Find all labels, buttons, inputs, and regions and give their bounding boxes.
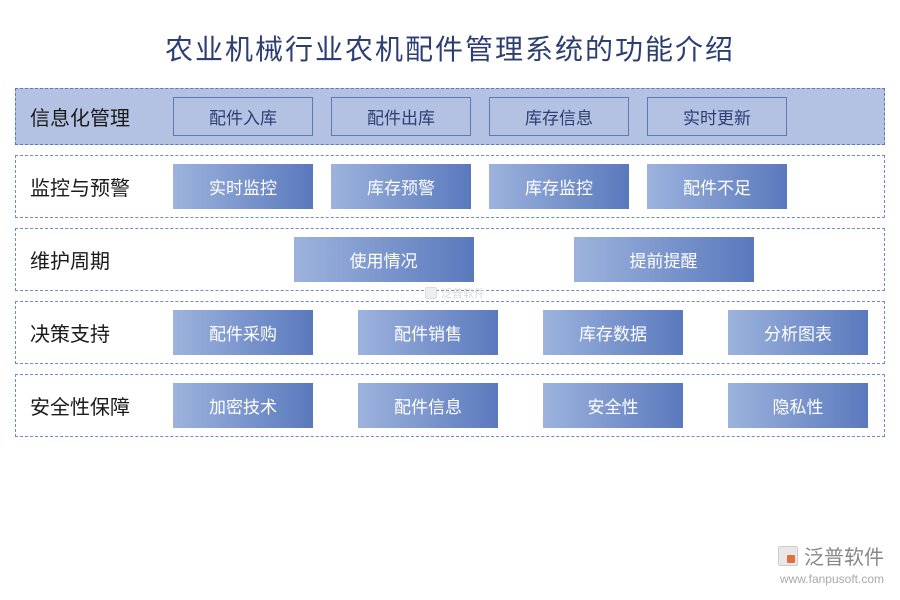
feature-item: 配件不足 [647,164,787,209]
watermark-corner: 泛普软件 www.fanpusoft.com [778,541,884,586]
row-label: 信息化管理 [26,102,161,131]
row-label: 安全性保障 [26,391,161,420]
feature-item: 使用情况 [294,237,474,282]
row-label: 监控与预警 [26,172,161,201]
row-info-management: 信息化管理 配件入库 配件出库 库存信息 实时更新 [15,88,885,145]
row-maintenance: 维护周期 使用情况 提前提醒 [15,228,885,291]
feature-item: 配件入库 [173,97,313,136]
watermark-center-text: 泛普软件 [441,285,485,301]
row-items: 加密技术 配件信息 安全性 隐私性 [173,383,874,428]
row-items: 配件采购 配件销售 库存数据 分析图表 [173,310,874,355]
feature-item: 库存监控 [489,164,629,209]
feature-item: 提前提醒 [574,237,754,282]
watermark-logo-icon [778,546,798,566]
watermark-center: 泛普软件 [425,285,485,301]
feature-item: 配件采购 [173,310,313,355]
row-items: 实时监控 库存预警 库存监控 配件不足 [173,164,874,209]
watermark-brand: 泛普软件 [778,541,884,570]
diagram-container: 信息化管理 配件入库 配件出库 库存信息 实时更新 监控与预警 实时监控 库存预… [0,88,900,437]
watermark-brand-text: 泛普软件 [804,541,884,570]
watermark-logo-icon [425,287,437,299]
feature-item: 加密技术 [173,383,313,428]
feature-item: 库存数据 [543,310,683,355]
row-decision: 决策支持 配件采购 配件销售 库存数据 分析图表 [15,301,885,364]
feature-item: 库存预警 [331,164,471,209]
watermark-url: www.fanpusoft.com [778,572,884,586]
row-label: 决策支持 [26,318,161,347]
row-monitoring: 监控与预警 实时监控 库存预警 库存监控 配件不足 [15,155,885,218]
feature-item: 配件出库 [331,97,471,136]
feature-item: 分析图表 [728,310,868,355]
feature-item: 实时更新 [647,97,787,136]
feature-item: 配件信息 [358,383,498,428]
row-security: 安全性保障 加密技术 配件信息 安全性 隐私性 [15,374,885,437]
feature-item: 实时监控 [173,164,313,209]
feature-item: 安全性 [543,383,683,428]
feature-item: 库存信息 [489,97,629,136]
feature-item: 隐私性 [728,383,868,428]
feature-item: 配件销售 [358,310,498,355]
row-items: 配件入库 配件出库 库存信息 实时更新 [173,97,874,136]
row-items: 使用情况 提前提醒 [173,237,874,282]
row-label: 维护周期 [26,245,161,274]
page-title: 农业机械行业农机配件管理系统的功能介绍 [0,0,900,88]
